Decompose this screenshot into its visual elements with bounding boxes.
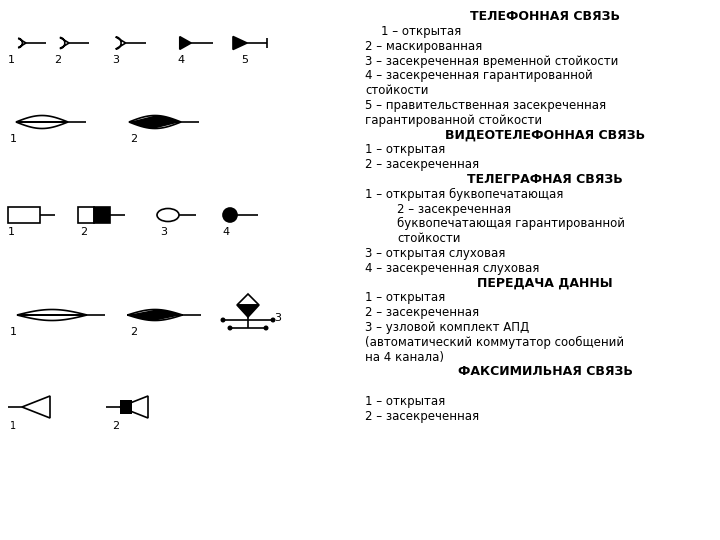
Text: 2: 2 — [54, 55, 61, 65]
Polygon shape — [22, 396, 50, 418]
Polygon shape — [237, 305, 259, 317]
Text: 5: 5 — [241, 55, 248, 65]
Circle shape — [228, 326, 233, 330]
Ellipse shape — [157, 208, 179, 221]
Text: 4: 4 — [177, 55, 184, 65]
Polygon shape — [180, 37, 191, 49]
Polygon shape — [17, 309, 87, 321]
Text: буквопечатающая гарантированной: буквопечатающая гарантированной — [397, 218, 625, 231]
Polygon shape — [120, 396, 148, 418]
Text: 2 – засекреченная: 2 – засекреченная — [397, 202, 511, 215]
Bar — [120, 400, 132, 414]
Circle shape — [220, 318, 225, 322]
Text: 2: 2 — [80, 227, 87, 237]
Polygon shape — [237, 294, 259, 305]
Polygon shape — [127, 309, 182, 321]
Text: 2: 2 — [130, 134, 137, 144]
Text: 2 – засекреченная: 2 – засекреченная — [365, 158, 479, 171]
Text: 4: 4 — [222, 227, 229, 237]
Text: ТЕЛЕГРАФНАЯ СВЯЗЬ: ТЕЛЕГРАФНАЯ СВЯЗЬ — [467, 173, 623, 186]
Text: 3: 3 — [274, 313, 281, 323]
Text: 1 – открытая: 1 – открытая — [365, 144, 445, 157]
Text: 1: 1 — [10, 421, 16, 431]
Text: 1 – открытая: 1 – открытая — [365, 395, 445, 408]
Text: 3 – узловой комплект АПД: 3 – узловой комплект АПД — [365, 321, 529, 334]
Text: 1: 1 — [10, 327, 17, 337]
Text: (автоматический коммутатор сообщений: (автоматический коммутатор сообщений — [365, 336, 624, 349]
Polygon shape — [16, 116, 68, 129]
Text: 2 – засекреченная: 2 – засекреченная — [365, 306, 479, 319]
Text: стойкости: стойкости — [397, 232, 461, 245]
Text: ВИДЕОТЕЛЕФОННАЯ СВЯЗЬ: ВИДЕОТЕЛЕФОННАЯ СВЯЗЬ — [445, 129, 645, 141]
Polygon shape — [129, 116, 181, 129]
Text: ФАКСИМИЛЬНАЯ СВЯЗЬ: ФАКСИМИЛЬНАЯ СВЯЗЬ — [458, 366, 632, 379]
Text: 1 – открытая: 1 – открытая — [381, 25, 462, 38]
Text: 2: 2 — [130, 327, 137, 337]
Polygon shape — [60, 37, 69, 49]
Circle shape — [264, 326, 269, 330]
Polygon shape — [18, 38, 26, 48]
Text: 3 – засекреченная временной стойкости: 3 – засекреченная временной стойкости — [365, 55, 618, 68]
Text: на 4 канала): на 4 канала) — [365, 350, 444, 363]
Circle shape — [271, 318, 276, 322]
Text: 3: 3 — [112, 55, 119, 65]
Polygon shape — [233, 37, 247, 50]
Text: 1: 1 — [10, 134, 17, 144]
Polygon shape — [129, 116, 181, 129]
Text: 2 – засекреченная: 2 – засекреченная — [365, 410, 479, 423]
Polygon shape — [127, 309, 182, 321]
Bar — [94, 207, 110, 223]
Text: ТЕЛЕФОННАЯ СВЯЗЬ: ТЕЛЕФОННАЯ СВЯЗЬ — [470, 10, 620, 23]
Text: 5 – правительственная засекреченная: 5 – правительственная засекреченная — [365, 99, 606, 112]
Bar — [8, 207, 40, 223]
Polygon shape — [116, 37, 126, 49]
Text: 1: 1 — [8, 55, 15, 65]
Bar — [78, 207, 94, 223]
Text: 4 – засекреченная гарантированной: 4 – засекреченная гарантированной — [365, 70, 593, 83]
Text: 2 – маскированная: 2 – маскированная — [365, 40, 482, 53]
Text: 2: 2 — [112, 421, 119, 431]
Text: 3 – открытая слуховая: 3 – открытая слуховая — [365, 247, 505, 260]
Text: стойкости: стойкости — [365, 84, 428, 97]
Text: 1: 1 — [8, 227, 15, 237]
Text: гарантированной стойкости: гарантированной стойкости — [365, 114, 542, 127]
Text: 1 – открытая буквопечатающая: 1 – открытая буквопечатающая — [365, 188, 563, 201]
Text: ПЕРЕДАЧА ДАННЫ: ПЕРЕДАЧА ДАННЫ — [477, 276, 613, 289]
Text: 1 – открытая: 1 – открытая — [365, 292, 445, 305]
Circle shape — [223, 208, 237, 222]
Text: 4 – засекреченная слуховая: 4 – засекреченная слуховая — [365, 262, 539, 275]
Text: 3: 3 — [160, 227, 167, 237]
